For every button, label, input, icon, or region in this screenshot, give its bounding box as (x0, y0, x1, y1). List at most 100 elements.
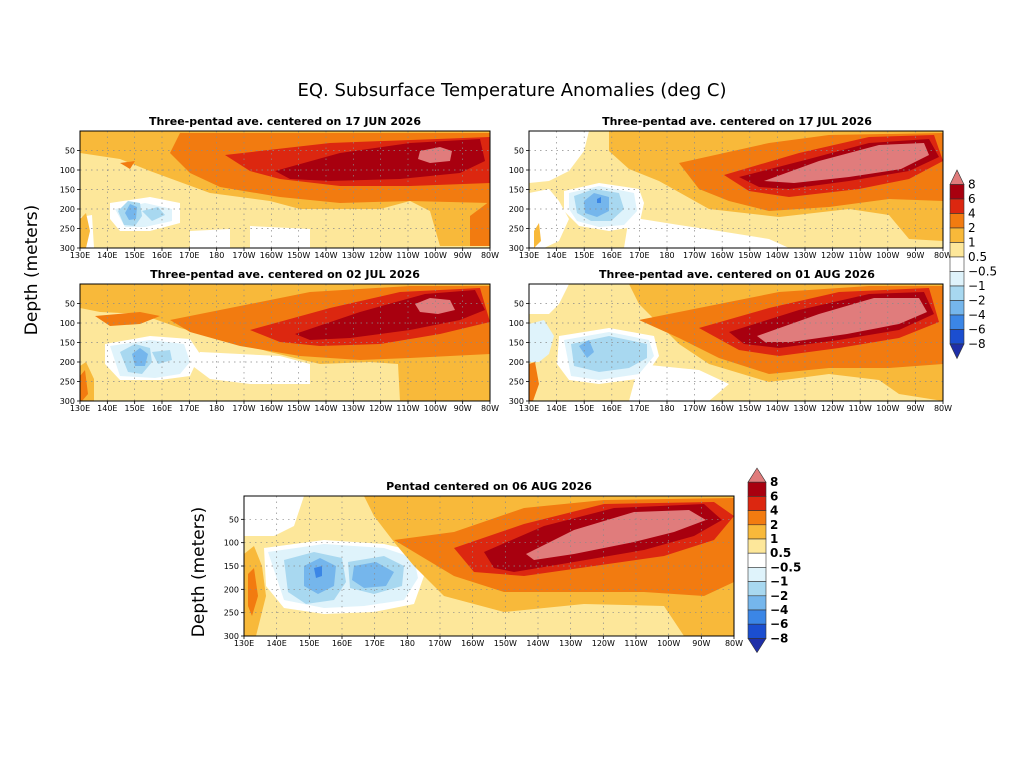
colorbar-swatch (747, 524, 767, 540)
x-tick-label: 100W (876, 251, 899, 260)
colorbar-swatch (949, 242, 965, 258)
colorbar-swatch (949, 198, 965, 214)
y-tick-label: 250 (509, 378, 524, 387)
x-tick-label: 130W (559, 639, 582, 648)
x-tick-label: 130E (519, 404, 539, 413)
x-tick-label: 170E (179, 251, 199, 260)
x-tick-label: 180 (209, 404, 224, 413)
panel-3: Three-pentad ave. centered on 02 JUL 202… (80, 268, 490, 401)
colorbar-label: −0.5 (770, 560, 801, 574)
x-tick-label: 180 (209, 251, 224, 260)
colorbar-label: 0.5 (968, 250, 987, 264)
colorbar-label: 6 (968, 192, 976, 206)
y-tick-label: 250 (509, 225, 524, 234)
colorbar-label: −6 (968, 323, 986, 337)
x-tick-label: 90W (906, 404, 924, 413)
panel-4-heatmap (529, 284, 943, 401)
colorbar-label: −8 (770, 631, 788, 645)
panel-main-ylabel: Depth (meters) (189, 507, 209, 637)
x-tick-label: 120W (821, 404, 844, 413)
x-tick-label: 150W (738, 251, 761, 260)
colorbar-swatch (747, 510, 767, 526)
colorbar-label: 1 (968, 236, 976, 250)
x-tick-label: 100W (424, 404, 447, 413)
x-tick-label: 140E (546, 251, 566, 260)
y-tick-label: 300 (509, 244, 524, 253)
x-tick-label: 120W (369, 404, 392, 413)
x-tick-label: 110W (396, 404, 419, 413)
x-tick-label: 160W (711, 251, 734, 260)
x-tick-label: 80W (934, 251, 952, 260)
colorbar-swatch (949, 314, 965, 330)
x-tick-label: 110W (396, 251, 419, 260)
x-tick-label: 130E (234, 639, 254, 648)
x-tick-label: 140E (546, 404, 566, 413)
colorbar-swatch (747, 581, 767, 597)
y-tick-label: 200 (60, 358, 75, 367)
y-tick-label: 250 (60, 225, 75, 234)
panel-2-axes: 130E 140E 150E 160E 170E 180 170W 160W 150W 140W 1… (509, 130, 952, 260)
colorbar-label: 6 (770, 489, 778, 503)
y-tick-label: 50 (65, 300, 75, 309)
x-tick-label: 170W (428, 639, 451, 648)
colorbar-label: −8 (968, 337, 986, 351)
panel-5-heatmap (244, 496, 734, 636)
x-tick-label: 90W (454, 404, 472, 413)
x-tick-label: 140E (97, 404, 117, 413)
panel-3-axes: 130E 140E 150E 160E 170E 180 170W 160W 150W 140W 1… (60, 283, 499, 413)
x-tick-label: 170W (683, 251, 706, 260)
x-tick-label: 170E (365, 639, 385, 648)
y-tick-label: 200 (224, 585, 239, 594)
x-tick-label: 130W (793, 251, 816, 260)
y-tick-label: 250 (224, 609, 239, 618)
panel-1-axes: 130E 140E 150E 160E 170E 180 170W 160W 150W 140W 1… (60, 130, 499, 260)
colorbar-swatch (747, 552, 767, 568)
x-tick-label: 180 (400, 639, 415, 648)
x-tick-label: 80W (725, 639, 743, 648)
x-tick-label: 130E (70, 404, 90, 413)
colorbar-swatch (747, 538, 767, 554)
y-tick-label: 100 (60, 166, 75, 175)
panel-4-axes: 130E 140E 150E 160E 170E 180 170W 160W 150W 140W 1… (509, 283, 952, 413)
x-tick-label: 150E (574, 251, 594, 260)
x-tick-label: 160E (152, 251, 172, 260)
x-tick-label: 150E (125, 251, 145, 260)
colorbar-label: −6 (770, 617, 788, 631)
y-tick-label: 200 (60, 205, 75, 214)
panel-2-heatmap (529, 131, 943, 248)
x-tick-label: 160W (461, 639, 484, 648)
x-tick-label: 110W (849, 404, 872, 413)
y-tick-label: 150 (60, 186, 75, 195)
x-tick-label: 90W (454, 251, 472, 260)
colorbar-label: 2 (770, 518, 778, 532)
y-tick-label: 300 (60, 397, 75, 406)
x-tick-label: 130W (793, 404, 816, 413)
colorbar-label: −0.5 (968, 265, 997, 279)
x-tick-label: 150E (574, 404, 594, 413)
colorbar-bottom-arrow (949, 343, 965, 360)
colorbar-label: −2 (968, 294, 986, 308)
x-tick-label: 170E (629, 404, 649, 413)
x-tick-label: 170E (179, 404, 199, 413)
y-tick-label: 50 (514, 147, 524, 156)
y-tick-label: 300 (60, 244, 75, 253)
colorbar-label: 0.5 (770, 546, 791, 560)
colorbar-swatch (747, 595, 767, 611)
panel-top-ylabel: Depth (meters) (22, 205, 42, 335)
x-tick-label: 90W (906, 251, 924, 260)
y-tick-label: 250 (60, 378, 75, 387)
x-tick-label: 100W (657, 639, 680, 648)
x-tick-label: 110W (849, 251, 872, 260)
y-tick-label: 50 (229, 515, 239, 524)
colorbar-label: −1 (770, 575, 788, 589)
colorbar-top-arrow (747, 467, 767, 483)
colorbar-label: −2 (770, 589, 788, 603)
y-tick-label: 300 (509, 397, 524, 406)
x-tick-label: 120W (369, 251, 392, 260)
y-tick-label: 100 (224, 539, 239, 548)
colorbar-label: 1 (770, 532, 778, 546)
colorbar-swatch (949, 227, 965, 243)
panel-1-title: Three-pentad ave. centered on 17 JUN 202… (149, 115, 421, 128)
x-tick-label: 150W (287, 404, 310, 413)
